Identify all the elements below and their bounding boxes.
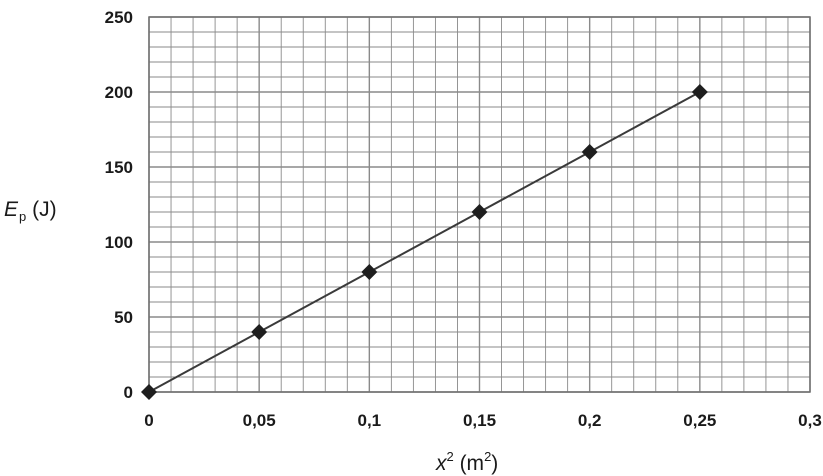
x-tick-label: 0,1 — [358, 411, 382, 430]
y-axis-title: Ep (J) — [4, 198, 57, 224]
x-tick-label: 0 — [144, 411, 153, 430]
x-tick-label: 0,05 — [243, 411, 276, 430]
grid — [148, 16, 811, 393]
data-points — [141, 84, 708, 400]
y-axis-unit: (J) — [26, 198, 56, 221]
series-line — [148, 91, 701, 393]
x-axis-title: x2 (m2) — [435, 449, 498, 475]
data-point-marker — [581, 144, 598, 160]
data-point-marker — [691, 84, 708, 100]
x-tick-label: 0,2 — [578, 411, 602, 430]
x-tick-label: 0,25 — [683, 411, 716, 430]
x-axis-symbol: x — [435, 452, 448, 475]
x-tick-labels: 0 0,05 0,1 0,15 0,2 0,25 0,3 — [144, 411, 822, 430]
x-tick-label: 0,3 — [798, 411, 822, 430]
plot-frame — [148, 16, 811, 393]
x-axis-superscript: 2 — [447, 449, 454, 464]
plot-border — [148, 16, 811, 393]
x-axis-unit-superscript: 2 — [484, 449, 491, 464]
y-axis-symbol: E — [4, 198, 19, 221]
y-tick-label: 100 — [105, 233, 133, 252]
x-tick-label: 0,15 — [463, 411, 496, 430]
series-line-group — [148, 91, 701, 393]
x-axis-unit-prefix: (m — [454, 452, 484, 475]
data-point-marker — [471, 204, 488, 220]
data-point-marker — [361, 264, 378, 280]
x-axis-unit-suffix: ) — [491, 452, 498, 475]
y-tick-label: 150 — [105, 158, 133, 177]
y-tick-labels: 0 50 100 150 200 250 — [105, 8, 133, 402]
data-point-marker — [251, 324, 268, 340]
y-axis-subscript: p — [19, 209, 26, 224]
data-point-marker — [141, 384, 157, 400]
y-tick-label: 0 — [124, 383, 133, 402]
y-tick-label: 250 — [105, 8, 133, 27]
y-tick-label: 50 — [114, 308, 133, 327]
y-tick-label: 200 — [105, 83, 133, 102]
